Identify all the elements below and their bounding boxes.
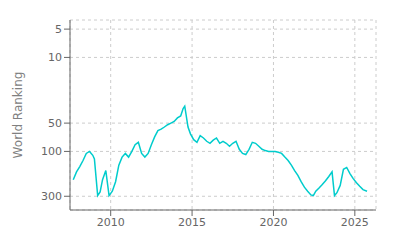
svg-text:5: 5 [55,23,62,36]
svg-text:300: 300 [41,190,62,203]
svg-text:World Ranking: World Ranking [11,72,25,159]
svg-text:100: 100 [41,145,62,158]
svg-text:10: 10 [48,51,62,64]
svg-text:50: 50 [48,117,62,130]
svg-text:2025: 2025 [341,216,369,229]
svg-text:2010: 2010 [97,216,125,229]
svg-text:2015: 2015 [178,216,206,229]
svg-text:2020: 2020 [259,216,287,229]
